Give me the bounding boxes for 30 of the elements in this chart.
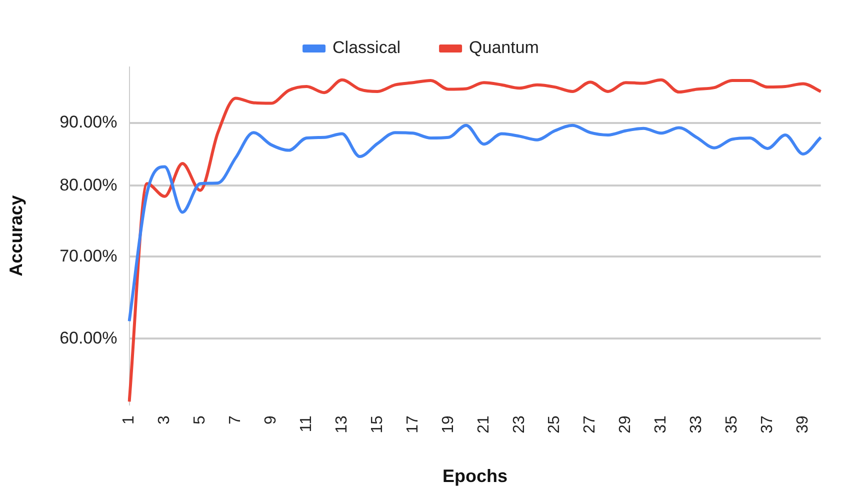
y-tick-label: 90.00% xyxy=(60,112,118,132)
x-tick-label: 19 xyxy=(440,416,457,434)
x-tick-label: 7 xyxy=(227,416,244,425)
y-tick-label: 60.00% xyxy=(60,328,118,348)
y-axis-title: Accuracy xyxy=(6,195,26,276)
x-tick-label: 21 xyxy=(475,416,492,434)
x-tick-label: 33 xyxy=(688,416,706,434)
x-tick-label: 1 xyxy=(120,416,138,425)
x-tick-label: 25 xyxy=(546,416,564,434)
x-tick-label: 13 xyxy=(333,416,350,434)
legend-label: Quantum xyxy=(469,38,539,58)
x-tick-label: 17 xyxy=(404,416,422,434)
line-series xyxy=(128,78,822,404)
x-tick-label: 3 xyxy=(156,416,174,425)
x-tick-label: 5 xyxy=(192,416,209,425)
x-axis-title: Epochs xyxy=(442,466,508,486)
x-tick-label: 11 xyxy=(298,416,315,432)
x-tick-label: 35 xyxy=(724,416,741,434)
x-tick-label: 37 xyxy=(759,416,776,434)
x-tick-label: 29 xyxy=(617,416,634,434)
x-tick-label: 15 xyxy=(368,416,386,434)
x-tick-label: 39 xyxy=(794,416,812,434)
line-series xyxy=(128,124,822,323)
y-tick-label: 80.00% xyxy=(60,175,118,194)
x-tick-label: 23 xyxy=(510,416,528,434)
x-tick-label: 9 xyxy=(262,416,280,425)
legend-label: Classical xyxy=(332,38,401,58)
x-tick-label: 27 xyxy=(582,416,599,434)
x-tick-label: 31 xyxy=(652,416,670,434)
y-tick-label: 70.00% xyxy=(60,246,118,266)
